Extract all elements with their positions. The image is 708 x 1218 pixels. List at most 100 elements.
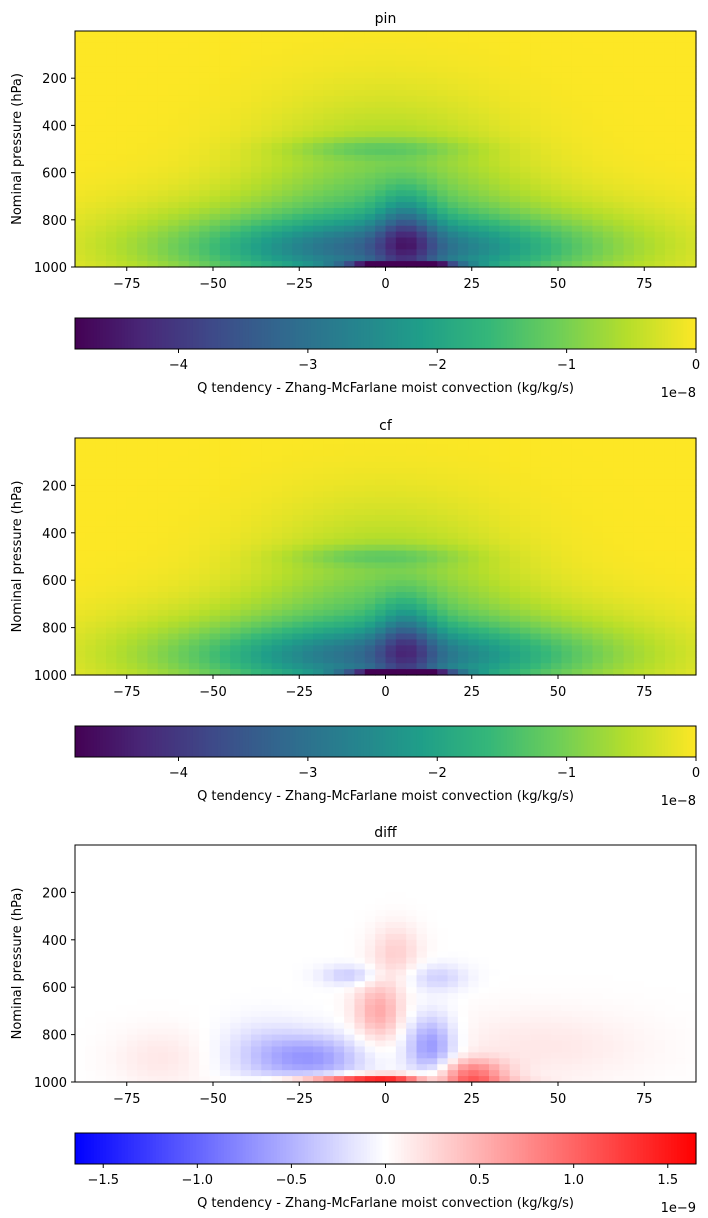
heatmap-cell [147, 615, 159, 623]
heatmap-cell [313, 615, 324, 623]
heatmap-cell [282, 66, 293, 73]
heatmap-cell [344, 556, 356, 564]
heatmap-cell [520, 633, 531, 641]
heatmap-cell [364, 574, 376, 581]
heatmap-cell [675, 443, 687, 451]
heatmap-cell [271, 532, 283, 540]
heatmap-cell [457, 550, 469, 558]
heatmap-cell [219, 526, 231, 534]
heatmap-cell [219, 443, 231, 451]
heatmap-cell [199, 479, 211, 486]
heatmap-cell [416, 651, 428, 658]
heatmap-cell [240, 196, 252, 203]
heatmap-cell [106, 479, 117, 486]
heatmap-cell [447, 550, 459, 558]
heatmap-cell [613, 48, 625, 56]
heatmap-cell [664, 213, 676, 221]
heatmap-cell [292, 526, 304, 534]
heatmap-cell [333, 213, 345, 221]
heatmap-cell [95, 479, 107, 486]
heatmap-cell [126, 249, 138, 256]
heatmap-cell [457, 443, 469, 451]
colorbar-segment [487, 318, 492, 349]
heatmap-cell [95, 60, 107, 67]
colorbar-segment [401, 318, 405, 349]
heatmap-cell [416, 550, 428, 558]
heatmap-cell [633, 455, 645, 463]
heatmap-cell [633, 509, 645, 516]
heatmap-cell [457, 663, 469, 670]
heatmap-cell [520, 143, 531, 150]
heatmap-cell [313, 243, 324, 250]
heatmap-cell [540, 60, 552, 67]
heatmap-cell [499, 633, 511, 641]
heatmap-cell [116, 651, 128, 658]
heatmap-cell [664, 166, 676, 174]
heatmap-cell [333, 479, 345, 486]
heatmap-cell [364, 562, 376, 569]
heatmap-cell [261, 172, 273, 180]
heatmap-cell [571, 166, 583, 174]
heatmap-cell [375, 544, 387, 552]
heatmap-cell [613, 669, 625, 676]
heatmap-cell [313, 657, 324, 664]
heatmap-cell [489, 592, 500, 599]
heatmap-cell [302, 172, 314, 180]
heatmap-cell [364, 633, 376, 641]
heatmap-cell [385, 455, 397, 463]
heatmap-cell [230, 580, 242, 587]
heatmap-cell [561, 54, 573, 62]
heatmap-cell [230, 603, 242, 611]
heatmap-cell [199, 149, 211, 156]
heatmap-cell [489, 66, 500, 73]
heatmap-cell [85, 160, 97, 168]
heatmap-cell [95, 101, 107, 109]
heatmap-cell [437, 633, 449, 641]
heatmap-cell [168, 72, 180, 79]
heatmap-cell [85, 663, 97, 670]
heatmap-cell [178, 615, 190, 623]
heatmap-cell [323, 78, 335, 85]
heatmap-cell [623, 219, 635, 227]
heatmap-cell [551, 178, 563, 185]
heatmap-cell [302, 31, 314, 38]
heatmap-cell [675, 503, 687, 510]
heatmap-cell [447, 231, 459, 239]
heatmap-cell [499, 208, 511, 215]
heatmap-cell [447, 461, 459, 469]
heatmap-cell [147, 467, 159, 475]
heatmap-cell [520, 48, 531, 56]
heatmap-cell [282, 54, 293, 62]
heatmap-cell [282, 509, 293, 516]
heatmap-cell [157, 639, 169, 646]
heatmap-cell [261, 633, 273, 641]
heatmap-cell [85, 485, 97, 492]
heatmap-cell [613, 196, 625, 203]
heatmap-cell [551, 213, 563, 221]
colorbar-segment [438, 318, 442, 349]
heatmap-cell [406, 95, 418, 103]
heatmap-cell [437, 473, 449, 481]
heatmap-cell [292, 149, 304, 156]
heatmap-cell [168, 131, 180, 138]
heatmap-cell [395, 137, 407, 144]
heatmap-cell [457, 219, 469, 227]
heatmap-cell [437, 154, 449, 162]
heatmap-cell [613, 237, 625, 244]
heatmap-cell [137, 473, 149, 481]
heatmap-cell [551, 509, 563, 516]
heatmap-cell [592, 621, 604, 629]
heatmap-cell [261, 449, 273, 457]
heatmap-cell [261, 509, 273, 516]
heatmap-cell [375, 485, 387, 492]
heatmap-cell [116, 657, 128, 664]
heatmap-cell [282, 520, 293, 528]
heatmap-cell [375, 568, 387, 575]
heatmap-cell [106, 255, 117, 262]
heatmap-cell [561, 503, 573, 510]
heatmap-cell [271, 580, 283, 587]
heatmap-cell [219, 231, 231, 239]
heatmap-cell [582, 443, 594, 451]
heatmap-cell [478, 125, 490, 132]
heatmap-cell [85, 627, 97, 635]
